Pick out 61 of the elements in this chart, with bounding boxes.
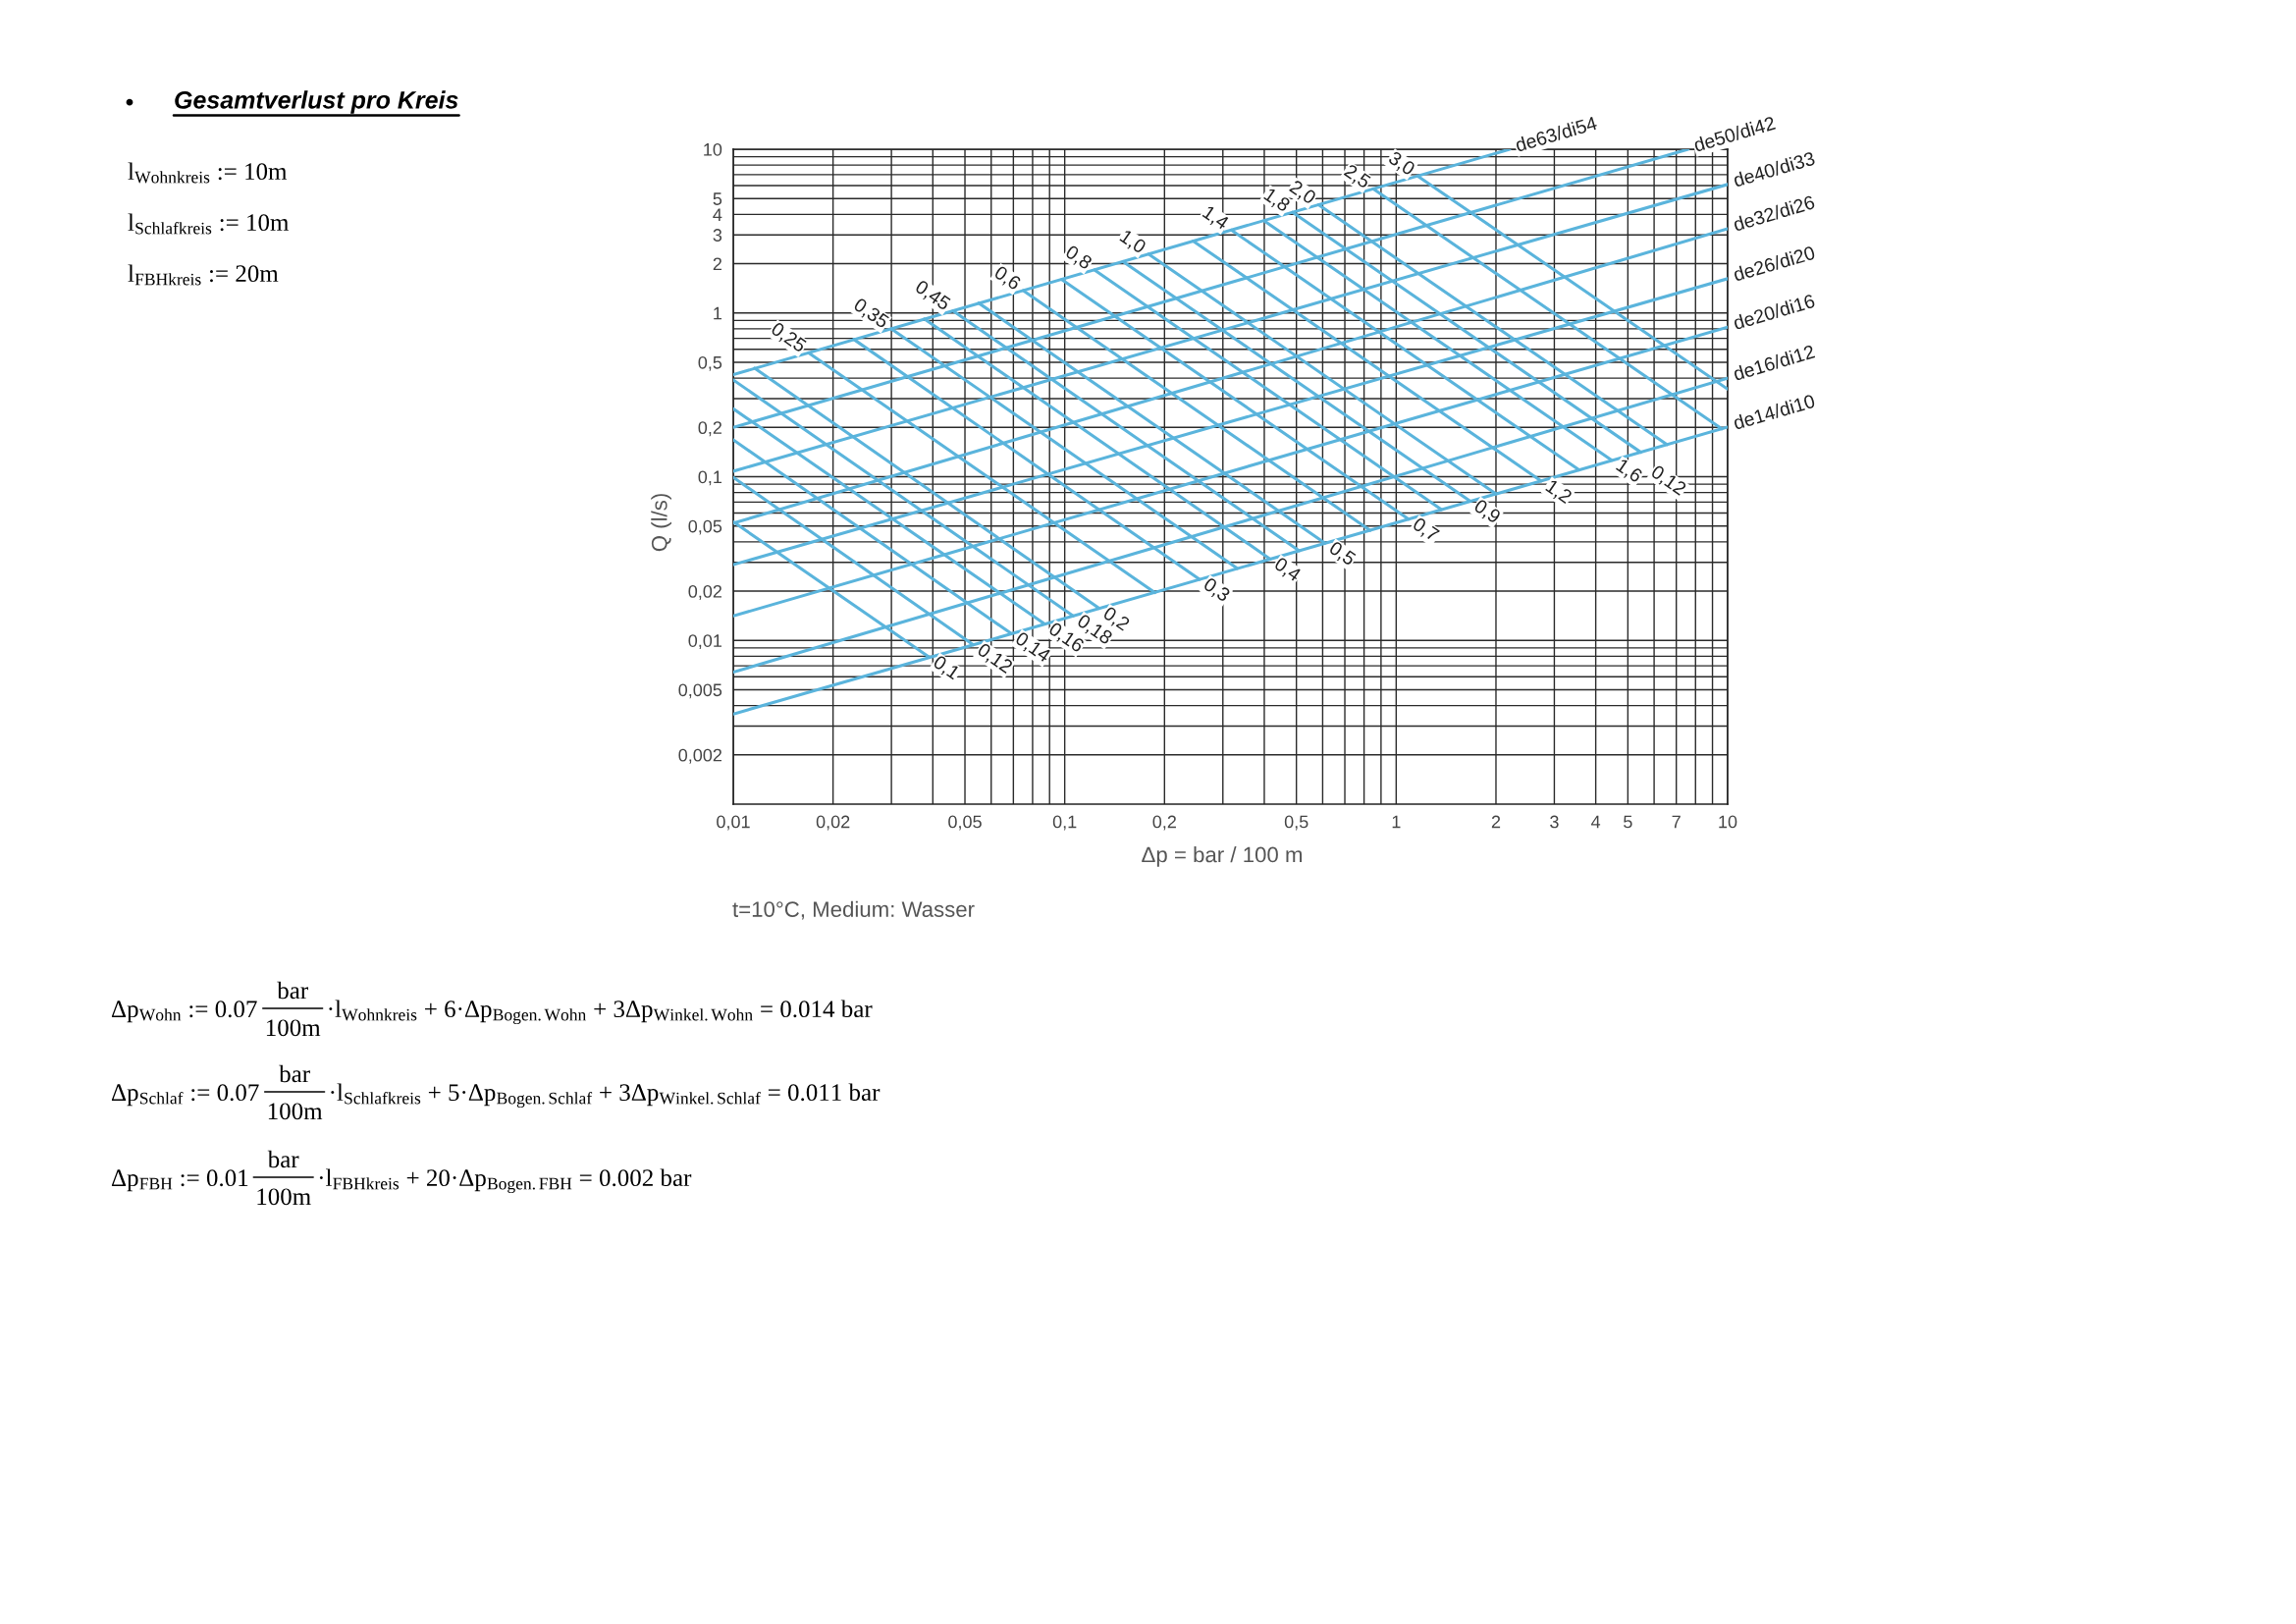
text: •: [126, 98, 133, 106]
text: 100m: [257, 1188, 311, 1206]
text: 0,6: [991, 265, 1022, 293]
x-tick-label: 0,05: [948, 815, 982, 831]
text: 100m: [268, 1103, 323, 1120]
text: 0,5: [1326, 540, 1358, 568]
y-tick-label: 3: [713, 229, 722, 242]
text: 0,25: [769, 321, 808, 355]
y-tick-label: 0,02: [688, 584, 721, 600]
y-tick-label: 0,1: [698, 470, 722, 486]
text: Δp$_{Wohn}$ := 0.07: [111, 1001, 257, 1023]
y-tick-label: 0,5: [698, 355, 722, 371]
annotation: 0,12: [1648, 463, 1687, 498]
text: 100m: [266, 1019, 321, 1037]
y-tick-label: 10: [704, 142, 722, 156]
text: bar: [267, 1150, 299, 1168]
x-tick-label: 0,1: [1052, 815, 1077, 831]
x-tick-label: 1: [1392, 815, 1401, 829]
y-tick-label: 2: [713, 257, 721, 271]
text: Δp$_{FBH}$ := 0.01: [111, 1169, 248, 1192]
x-tick-label: 2: [1491, 815, 1501, 829]
y-tick-label: 0,01: [688, 634, 722, 650]
x-tick-label: 4: [1591, 815, 1601, 829]
x-tick-label: 0,02: [816, 815, 850, 831]
text: 1,2: [1543, 478, 1574, 506]
text: l$_{FBHkreis}$ := 20m: [128, 264, 279, 286]
text: ·l$_{FBHkreis}$ + 20·Δp$_{Bogen.FBH}$ = 0.002 bar: [319, 1168, 692, 1194]
y-tick-label: 0,2: [698, 421, 721, 437]
text: 0,1: [931, 654, 961, 682]
text: 0,7: [1411, 516, 1441, 544]
y-tick-label: 0,05: [688, 519, 722, 535]
text: Gesamtverlust pro Kreis: [175, 90, 458, 114]
x-tick-label: 0,5: [1284, 815, 1308, 831]
text: 0,3: [1201, 576, 1232, 605]
y-axis-title: Q (l/s): [651, 494, 671, 552]
text: t=10°C, Medium: Wasser: [732, 900, 975, 920]
text: 0,8: [1063, 244, 1094, 272]
y-tick-label: 0,005: [678, 683, 722, 699]
text: 0,9: [1471, 498, 1502, 526]
x-axis-title: Δp = bar / 100 m: [1142, 846, 1302, 867]
x-tick-label: 3: [1550, 815, 1559, 829]
text: bar: [277, 981, 308, 1000]
y-tick-label: 5: [713, 192, 722, 205]
text: 2,5: [1342, 163, 1372, 191]
text: 1,6: [1614, 458, 1644, 485]
text: 1,4: [1201, 204, 1230, 233]
text: 0,35: [851, 297, 890, 331]
text: 3,0: [1386, 150, 1416, 178]
text: 0,4: [1272, 556, 1303, 584]
y-tick-label: 1: [714, 306, 722, 320]
x-tick-label: 7: [1672, 815, 1681, 829]
x-tick-label: 5: [1624, 815, 1632, 829]
x-tick-label: 10: [1719, 815, 1737, 829]
text: 0,45: [913, 279, 952, 313]
text: 1,0: [1117, 229, 1148, 256]
text: Δp$_{Schlaf}$ := 0.07: [111, 1084, 259, 1107]
text: bar: [279, 1064, 310, 1083]
y-tick-label: 4: [713, 208, 722, 221]
y-tick-label: 0,002: [678, 748, 721, 764]
x-tick-label: 0,2: [1152, 815, 1176, 831]
text: 0,12: [975, 642, 1014, 676]
